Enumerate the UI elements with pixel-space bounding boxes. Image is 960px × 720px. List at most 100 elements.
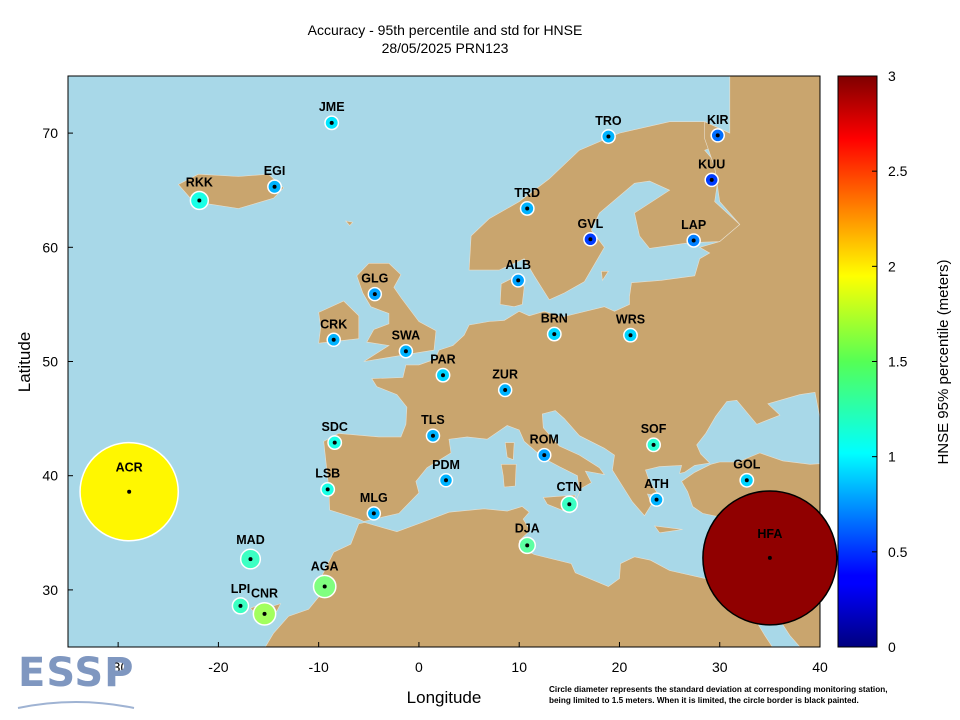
station-label: GOL — [733, 458, 760, 472]
x-tick-label: 40 — [812, 659, 828, 675]
colorbar-tick-label: 2.5 — [888, 163, 908, 179]
station-par: PAR — [430, 353, 456, 383]
land-crete — [653, 525, 683, 534]
station-label: PAR — [430, 353, 455, 367]
station-acr: ACR — [79, 441, 180, 542]
station-point — [403, 349, 408, 354]
station-hfa: HFA — [702, 490, 838, 626]
map-area — [68, 76, 820, 647]
station-point — [440, 373, 445, 378]
colorbar-tick-label: 0.5 — [888, 544, 908, 560]
station-label: ALB — [505, 258, 531, 272]
station-point — [525, 206, 530, 211]
land-gotland — [601, 271, 609, 282]
station-dja: DJA — [515, 521, 540, 555]
station-point — [767, 555, 772, 560]
station-kir: KIR — [707, 113, 729, 143]
station-trd: TRD — [514, 186, 540, 216]
station-tro: TRO — [595, 114, 622, 144]
station-label: SWA — [392, 329, 420, 343]
station-point — [272, 184, 277, 189]
station-mlg: MLG — [360, 491, 388, 521]
station-label: MLG — [360, 491, 388, 505]
station-point — [654, 497, 659, 502]
x-tick-label: -10 — [309, 659, 329, 675]
station-zur: ZUR — [492, 368, 518, 398]
colorbar-ticks: 0 0.5 1 1.5 2 2.5 3 — [872, 68, 908, 655]
station-point — [444, 478, 449, 483]
station-gvl: GVL — [578, 217, 604, 247]
station-point — [606, 134, 611, 139]
x-tick-label: 30 — [712, 659, 728, 675]
station-pdm: PDM — [432, 458, 460, 488]
station-label: KUU — [698, 157, 725, 171]
station-label: HFA — [757, 527, 782, 541]
station-label: WRS — [616, 313, 645, 327]
y-tick-label: 70 — [42, 125, 58, 141]
station-lpi: LPI — [231, 582, 250, 615]
x-axis-label: Longitude — [407, 688, 482, 707]
x-tick-label: -30 — [108, 659, 128, 675]
colorbar-tick-label: 1 — [888, 449, 896, 465]
station-point — [127, 489, 132, 494]
station-tls: TLS — [421, 413, 445, 443]
x-tick-label: 20 — [612, 659, 628, 675]
station-point — [588, 237, 593, 242]
station-point — [371, 511, 376, 516]
station-label: KIR — [707, 113, 729, 127]
land-continent — [323, 76, 820, 579]
station-kuu: KUU — [698, 157, 725, 188]
station-ctn: CTN — [556, 480, 582, 514]
station-label: PDM — [432, 458, 460, 472]
station-point — [542, 453, 547, 458]
station-crk: CRK — [320, 317, 347, 348]
station-point — [628, 333, 633, 338]
station-sdc: SDC — [322, 420, 348, 451]
station-point — [329, 120, 334, 125]
station-point — [516, 278, 521, 283]
station-point — [651, 442, 656, 447]
station-point — [331, 337, 336, 342]
station-label: LAP — [681, 218, 706, 232]
station-mad: MAD — [236, 533, 265, 570]
station-point — [744, 478, 749, 483]
x-tick-label: 0 — [415, 659, 423, 675]
station-label: ZUR — [492, 368, 518, 382]
land-corsica — [504, 442, 515, 461]
station-cnr: CNR — [251, 587, 278, 626]
station-label: ATH — [644, 477, 669, 491]
station-rom: ROM — [530, 433, 559, 463]
station-label: ACR — [116, 461, 143, 475]
chart-title: Accuracy - 95th percentile and std for H… — [308, 22, 583, 38]
station-label: LPI — [231, 582, 250, 596]
footnote: Circle diameter represents the standard … — [549, 684, 959, 706]
station-point — [372, 292, 377, 297]
station-label: SDC — [322, 420, 348, 434]
colorbar-tick-label: 0 — [888, 639, 896, 655]
colorbar — [837, 75, 878, 648]
station-label: TLS — [421, 413, 445, 427]
station-swa: SWA — [392, 329, 420, 359]
station-point — [715, 133, 720, 138]
footnote-line-2: being limited to 1.5 meters. When it is … — [549, 696, 859, 705]
land-faroe — [344, 220, 354, 227]
station-rkk: RKK — [186, 176, 213, 211]
y-tick-label: 60 — [42, 239, 58, 255]
y-tick-label: 40 — [42, 468, 58, 484]
station-label: DJA — [515, 521, 540, 535]
station-label: CTN — [556, 480, 582, 494]
station-label: MAD — [236, 533, 264, 547]
station-point — [325, 487, 330, 492]
station-label: RKK — [186, 176, 213, 190]
station-lap: LAP — [681, 218, 706, 248]
stations-layer: JME EGI RKK TRO KIR KUU TRD GVL LAP ALB GLG BRN WRS C… — [79, 100, 838, 626]
station-wrs: WRS — [616, 313, 645, 343]
station-brn: BRN — [541, 311, 568, 342]
station-point — [525, 543, 530, 548]
station-point — [552, 332, 557, 337]
station-point — [197, 198, 202, 203]
land-ireland — [318, 300, 360, 344]
colorbar-tick-label: 3 — [888, 68, 896, 84]
station-label: ROM — [530, 433, 559, 447]
